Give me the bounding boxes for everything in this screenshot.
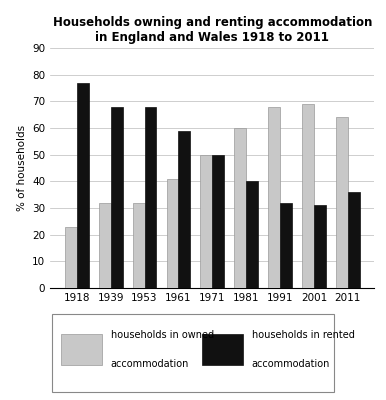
Bar	[246, 181, 258, 288]
Bar	[111, 107, 122, 288]
Bar	[314, 205, 326, 288]
Y-axis label: % of households: % of households	[17, 125, 27, 211]
Bar	[234, 128, 246, 288]
Text: accommodation: accommodation	[252, 359, 330, 369]
Bar	[268, 107, 280, 288]
Bar	[202, 334, 243, 365]
Bar	[200, 155, 212, 288]
Text: households in rented: households in rented	[252, 330, 355, 340]
Bar	[348, 192, 360, 288]
Bar	[178, 131, 190, 288]
FancyBboxPatch shape	[52, 314, 334, 392]
Bar	[302, 104, 314, 288]
Bar	[133, 203, 144, 288]
Bar	[99, 203, 111, 288]
Text: accommodation: accommodation	[111, 359, 189, 369]
Bar	[167, 179, 178, 288]
Bar	[65, 227, 77, 288]
Bar	[144, 107, 156, 288]
Bar	[61, 334, 102, 365]
Bar	[336, 117, 348, 288]
Bar	[280, 203, 292, 288]
Text: households in owned: households in owned	[111, 330, 214, 340]
Title: Households owning and renting accommodation
in England and Wales 1918 to 2011: Households owning and renting accommodat…	[52, 16, 372, 44]
Bar	[77, 83, 89, 288]
Bar	[212, 155, 224, 288]
